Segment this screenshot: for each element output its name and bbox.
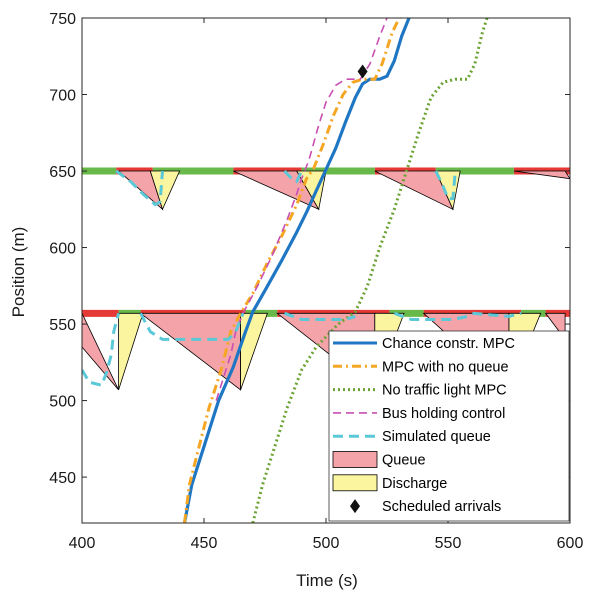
y-tick-label-5: 700: [49, 88, 76, 105]
series-4-line-6: [283, 169, 303, 184]
legend-label-1: MPC with no queue: [382, 359, 509, 375]
legend-swatch-6: [332, 474, 378, 492]
arrival-markers: [357, 64, 368, 79]
series-2-line: [251, 18, 489, 523]
series-1-line: [183, 18, 401, 523]
scheduled-arrival-marker-0: [357, 64, 368, 79]
legend-swatch-5: [332, 451, 378, 468]
x-tick-label-3: 550: [435, 535, 462, 552]
series-4-line-0: [82, 312, 121, 387]
series-0-line: [182, 18, 411, 523]
x-tick-label-2: 500: [313, 535, 340, 552]
legend-label-4: Simulated queue: [382, 429, 491, 445]
legend-swatch-7: [350, 499, 360, 514]
legend: Chance constr. MPC MPC with no queue No tr…: [328, 330, 570, 522]
y-tick-label-0: 450: [49, 470, 76, 487]
x-axis-label: Time (s): [296, 571, 358, 590]
series-4-line-4: [472, 311, 522, 318]
series-4-line-2: [283, 311, 356, 321]
queue-patch-1-3: [513, 170, 570, 180]
legend-label-5: Queue: [382, 453, 426, 469]
x-tick-label-4: 600: [557, 535, 584, 552]
legend-label-7: Scheduled arrivals: [382, 499, 501, 515]
legend-label-3: Bus holding control: [382, 406, 505, 422]
axes: 400 450 500 550 600 450 500 550 600 650 700 750: [49, 11, 583, 552]
discharge-patch-1-0: [149, 170, 181, 211]
y-tick-label-4: 650: [49, 164, 76, 181]
series-lines: [82, 18, 522, 523]
legend-label-0: Chance constr. MPC: [382, 336, 515, 352]
queue-patch-0-4: [544, 312, 566, 341]
y-tick-label-2: 550: [49, 317, 76, 334]
legend-label-2: No traffic light MPC: [382, 383, 507, 399]
y-tick-label-6: 750: [49, 11, 76, 28]
y-axis-label: Position (m): [9, 227, 28, 318]
y-tick-label-1: 500: [49, 394, 76, 411]
discharge-patch-0-0: [118, 312, 144, 391]
series-3-line: [215, 18, 388, 401]
discharge-patch-0-1: [240, 312, 268, 391]
y-tick-label-3: 600: [49, 241, 76, 258]
queue-patch-0-0: [82, 313, 119, 391]
discharge-patch-1-1: [296, 170, 327, 211]
series-4-line-1: [139, 312, 245, 341]
x-tick-label-0: 400: [69, 535, 96, 552]
x-tick-label-1: 450: [191, 535, 218, 552]
series-4-line-3: [393, 311, 468, 321]
legend-label-6: Discharge: [382, 476, 447, 492]
